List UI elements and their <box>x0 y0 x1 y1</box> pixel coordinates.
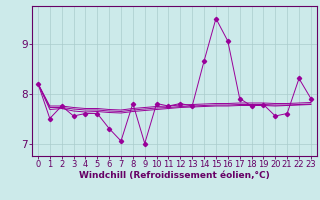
X-axis label: Windchill (Refroidissement éolien,°C): Windchill (Refroidissement éolien,°C) <box>79 171 270 180</box>
